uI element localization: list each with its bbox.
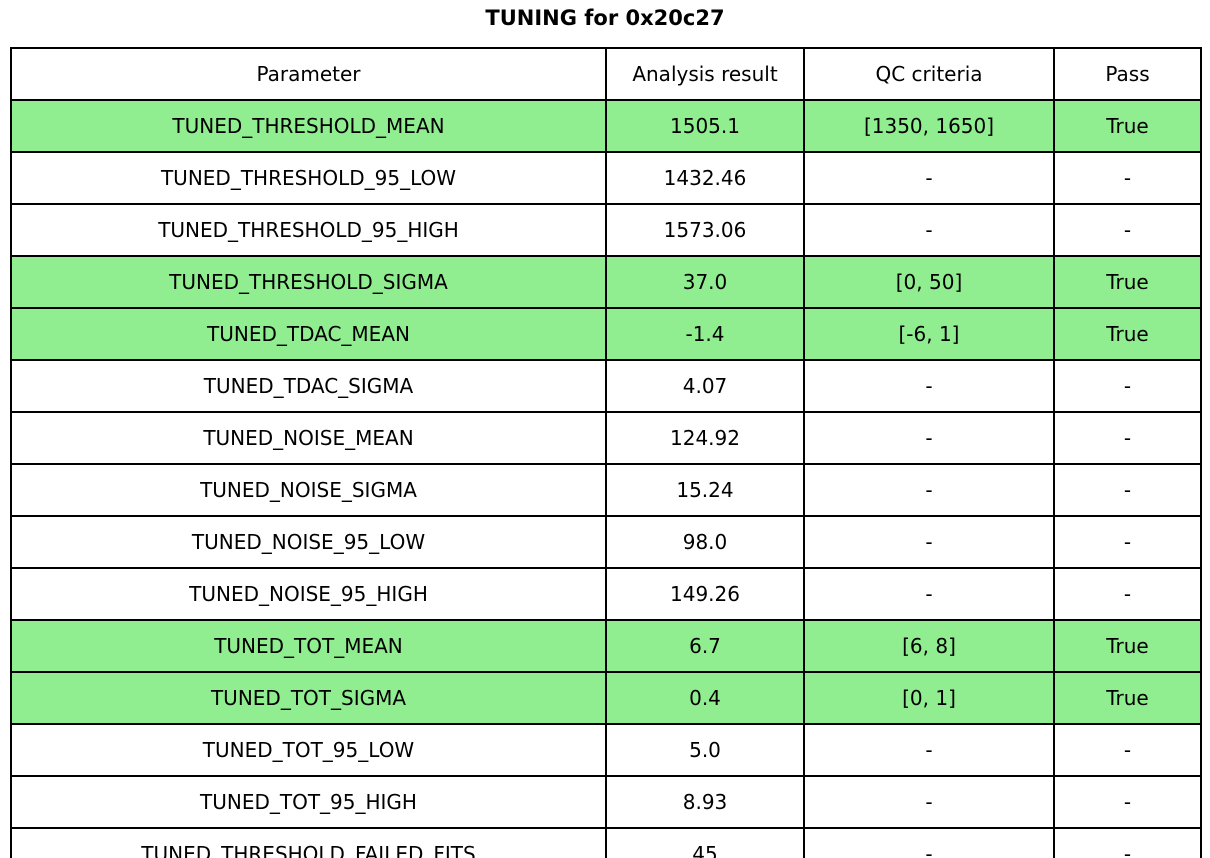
cell-analysis-result: 1432.46 <box>605 151 805 205</box>
cell-qc-criteria: [1350, 1650] <box>803 99 1055 153</box>
cell-analysis-result: 4.07 <box>605 359 805 413</box>
cell-analysis-result: 45 <box>605 827 805 858</box>
table-row: TUNED_TDAC_MEAN -1.4 [-6, 1] True <box>10 307 1202 361</box>
cell-analysis-result: 149.26 <box>605 567 805 621</box>
cell-pass: True <box>1053 255 1202 309</box>
header-analysis-result: Analysis result <box>605 47 805 101</box>
table-row: TUNED_TOT_95_LOW 5.0 - - <box>10 723 1202 777</box>
cell-analysis-result: 15.24 <box>605 463 805 517</box>
table-row: TUNED_TDAC_SIGMA 4.07 - - <box>10 359 1202 413</box>
cell-parameter: TUNED_TDAC_SIGMA <box>10 359 607 413</box>
cell-parameter: TUNED_THRESHOLD_SIGMA <box>10 255 607 309</box>
cell-parameter: TUNED_TOT_95_LOW <box>10 723 607 777</box>
cell-qc-criteria: - <box>803 411 1055 465</box>
cell-qc-criteria: [-6, 1] <box>803 307 1055 361</box>
cell-pass: True <box>1053 619 1202 673</box>
cell-parameter: TUNED_NOISE_95_LOW <box>10 515 607 569</box>
cell-analysis-result: 5.0 <box>605 723 805 777</box>
table-row: TUNED_THRESHOLD_95_LOW 1432.46 - - <box>10 151 1202 205</box>
cell-qc-criteria: - <box>803 775 1055 829</box>
cell-parameter: TUNED_THRESHOLD_95_LOW <box>10 151 607 205</box>
cell-pass: - <box>1053 411 1202 465</box>
table-row: TUNED_TOT_MEAN 6.7 [6, 8] True <box>10 619 1202 673</box>
header-pass: Pass <box>1053 47 1202 101</box>
cell-analysis-result: 124.92 <box>605 411 805 465</box>
cell-pass: - <box>1053 723 1202 777</box>
cell-parameter: TUNED_THRESHOLD_FAILED_FITS <box>10 827 607 858</box>
cell-parameter: TUNED_NOISE_MEAN <box>10 411 607 465</box>
cell-pass: - <box>1053 359 1202 413</box>
table-row: TUNED_NOISE_MEAN 124.92 - - <box>10 411 1202 465</box>
cell-analysis-result: 8.93 <box>605 775 805 829</box>
cell-qc-criteria: - <box>803 463 1055 517</box>
cell-parameter: TUNED_TOT_95_HIGH <box>10 775 607 829</box>
cell-analysis-result: 1573.06 <box>605 203 805 257</box>
cell-pass: True <box>1053 671 1202 725</box>
cell-qc-criteria: - <box>803 567 1055 621</box>
cell-pass: - <box>1053 567 1202 621</box>
cell-parameter: TUNED_NOISE_95_HIGH <box>10 567 607 621</box>
cell-qc-criteria: - <box>803 723 1055 777</box>
cell-analysis-result: 37.0 <box>605 255 805 309</box>
cell-pass: - <box>1053 515 1202 569</box>
cell-parameter: TUNED_TOT_MEAN <box>10 619 607 673</box>
cell-qc-criteria: - <box>803 359 1055 413</box>
cell-qc-criteria: - <box>803 203 1055 257</box>
table-row: TUNED_NOISE_95_HIGH 149.26 - - <box>10 567 1202 621</box>
cell-analysis-result: -1.4 <box>605 307 805 361</box>
cell-analysis-result: 98.0 <box>605 515 805 569</box>
cell-pass: - <box>1053 203 1202 257</box>
cell-parameter: TUNED_THRESHOLD_95_HIGH <box>10 203 607 257</box>
cell-parameter: TUNED_NOISE_SIGMA <box>10 463 607 517</box>
cell-pass: True <box>1053 307 1202 361</box>
cell-qc-criteria: [0, 50] <box>803 255 1055 309</box>
table-row: TUNED_THRESHOLD_95_HIGH 1573.06 - - <box>10 203 1202 257</box>
header-qc-criteria: QC criteria <box>803 47 1055 101</box>
cell-pass: - <box>1053 151 1202 205</box>
table-row: TUNED_TOT_SIGMA 0.4 [0, 1] True <box>10 671 1202 725</box>
cell-pass: - <box>1053 775 1202 829</box>
tuning-qc-table: Parameter Analysis result QC criteria Pa… <box>10 47 1202 858</box>
table-row: TUNED_NOISE_SIGMA 15.24 - - <box>10 463 1202 517</box>
cell-parameter: TUNED_THRESHOLD_MEAN <box>10 99 607 153</box>
cell-analysis-result: 6.7 <box>605 619 805 673</box>
cell-pass: - <box>1053 463 1202 517</box>
table-row: TUNED_THRESHOLD_SIGMA 37.0 [0, 50] True <box>10 255 1202 309</box>
header-parameter: Parameter <box>10 47 607 101</box>
cell-pass: True <box>1053 99 1202 153</box>
cell-qc-criteria: - <box>803 515 1055 569</box>
table-row: TUNED_TOT_95_HIGH 8.93 - - <box>10 775 1202 829</box>
table-row: TUNED_NOISE_95_LOW 98.0 - - <box>10 515 1202 569</box>
cell-qc-criteria: - <box>803 151 1055 205</box>
cell-qc-criteria: [0, 1] <box>803 671 1055 725</box>
cell-parameter: TUNED_TDAC_MEAN <box>10 307 607 361</box>
table-row: TUNED_THRESHOLD_FAILED_FITS 45 - - <box>10 827 1202 858</box>
cell-parameter: TUNED_TOT_SIGMA <box>10 671 607 725</box>
cell-qc-criteria: [6, 8] <box>803 619 1055 673</box>
table-row: TUNED_THRESHOLD_MEAN 1505.1 [1350, 1650]… <box>10 99 1202 153</box>
cell-pass: - <box>1053 827 1202 858</box>
page-title: TUNING for 0x20c27 <box>485 6 725 30</box>
cell-analysis-result: 0.4 <box>605 671 805 725</box>
cell-qc-criteria: - <box>803 827 1055 858</box>
header-row: Parameter Analysis result QC criteria Pa… <box>10 47 1202 101</box>
cell-analysis-result: 1505.1 <box>605 99 805 153</box>
